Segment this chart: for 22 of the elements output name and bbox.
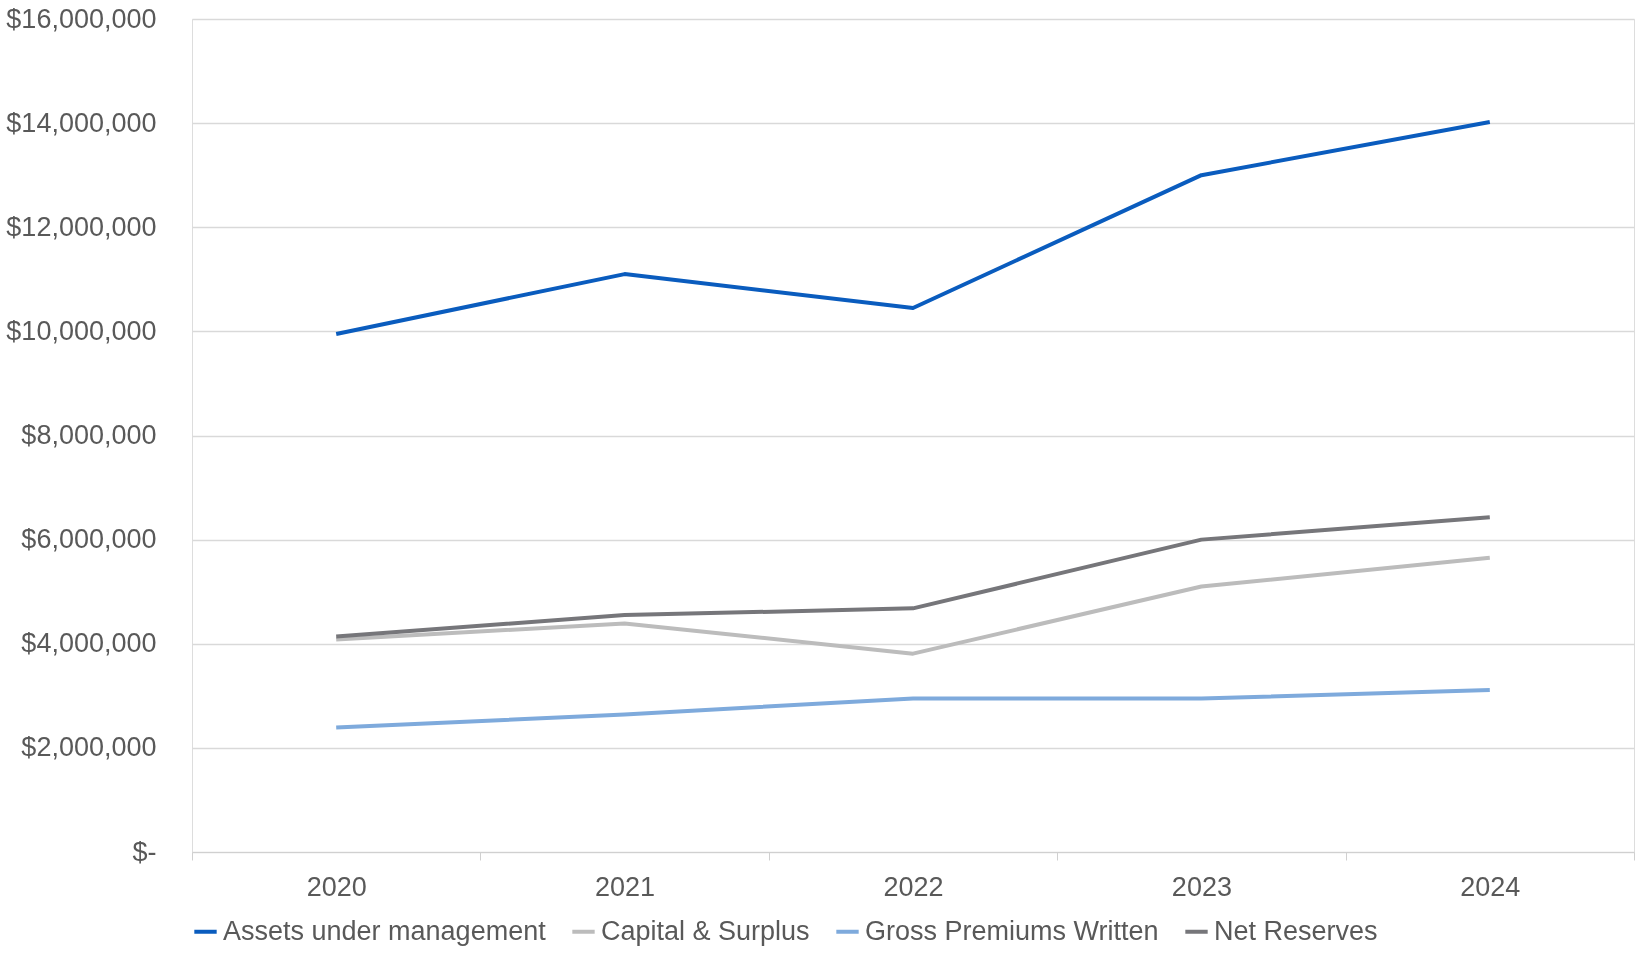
y-tick-label: $-	[132, 836, 157, 867]
y-tick-label: $10,000,000	[6, 315, 157, 346]
line-series	[334, 555, 1492, 656]
y-tick-label: $8,000,000	[21, 420, 157, 450]
y-tick-label: $16,000,000	[6, 3, 157, 34]
legend-label: Capital & Surplus	[601, 915, 810, 946]
x-tick-label: 2024	[1460, 871, 1521, 902]
x-tick-label: 2022	[883, 871, 944, 902]
y-tick-label: $4,000,000	[21, 628, 157, 659]
x-tick-label: 2020	[306, 871, 367, 902]
legend-label: Gross Premiums Written	[865, 915, 1159, 946]
line-series	[334, 688, 1492, 730]
y-tick-label: $2,000,000	[21, 732, 157, 763]
x-tick-label: 2021	[595, 871, 656, 902]
legend-label: Assets under management	[223, 915, 547, 946]
line-series	[334, 120, 1492, 336]
y-tick-label: $12,000,000	[6, 211, 157, 242]
line-series	[334, 515, 1492, 639]
y-tick-label: $6,000,000	[21, 524, 157, 555]
x-tick-label: 2023	[1171, 871, 1232, 902]
legend-label: Net Reserves	[1214, 915, 1378, 946]
y-tick-label: $14,000,000	[6, 107, 157, 138]
